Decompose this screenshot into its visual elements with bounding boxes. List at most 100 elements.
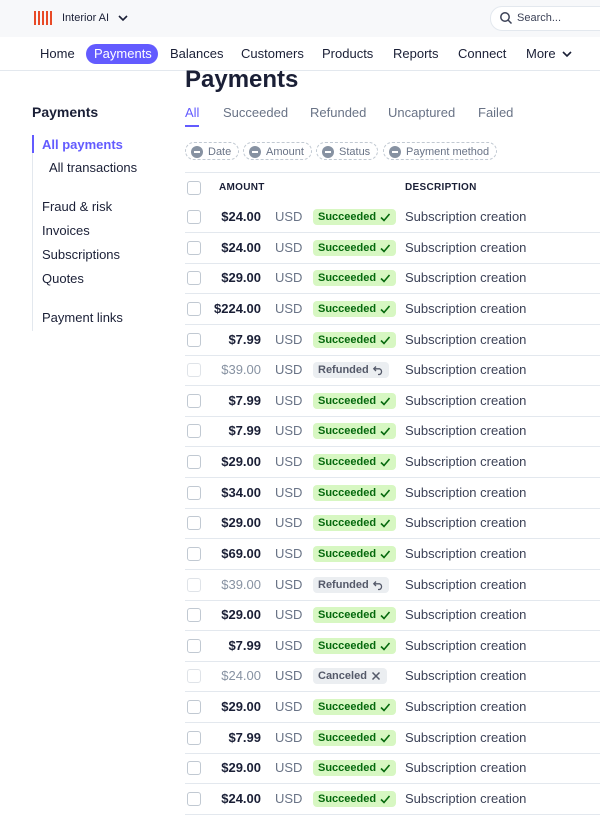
currency: USD: [275, 209, 303, 224]
row-line: [185, 538, 600, 539]
status-badge: Succeeded: [313, 607, 397, 623]
row-checkbox[interactable]: [187, 792, 201, 806]
tab[interactable]: All: [185, 105, 200, 120]
row-line: [185, 355, 600, 356]
status-badge: Canceled: [313, 668, 387, 684]
status-badge: Succeeded: [313, 240, 397, 256]
currency: USD: [275, 332, 303, 347]
sidebar-item[interactable]: All transactions: [49, 160, 138, 175]
row-checkbox[interactable]: [187, 516, 201, 530]
row-line: [185, 508, 600, 509]
row-checkbox[interactable]: [187, 700, 201, 714]
amount: $7.99: [228, 423, 261, 438]
status-badge: Succeeded: [313, 332, 397, 348]
row-checkbox[interactable]: [187, 639, 201, 653]
row-line: [185, 477, 600, 478]
status-badge: Succeeded: [313, 638, 397, 654]
row-checkbox[interactable]: [187, 394, 201, 408]
brand-name[interactable]: Interior AI: [62, 12, 110, 24]
status-icon: [380, 397, 391, 406]
row-checkbox[interactable]: [187, 333, 201, 347]
currency: USD: [275, 423, 303, 438]
amount: $69.00: [221, 546, 261, 561]
nav-item[interactable]: Payments: [94, 46, 152, 61]
description: Subscription creation: [405, 638, 527, 653]
nav-item[interactable]: Connect: [458, 46, 507, 61]
status-badge: Succeeded: [313, 393, 397, 409]
description: Subscription creation: [405, 423, 527, 438]
description: Subscription creation: [405, 546, 527, 561]
status-badge: Succeeded: [313, 760, 397, 776]
row-checkbox[interactable]: [187, 761, 201, 775]
nav-item[interactable]: Home: [40, 46, 75, 61]
amount: $7.99: [228, 332, 261, 347]
sidebar-item[interactable]: Subscriptions: [42, 247, 121, 262]
nav-active-pill: [86, 44, 158, 64]
amount: $29.00: [221, 454, 261, 469]
description: Subscription creation: [405, 760, 527, 775]
tab[interactable]: Failed: [478, 105, 514, 120]
status-icon: [380, 458, 391, 467]
filter-chip[interactable]: Status: [316, 142, 379, 160]
row-checkbox[interactable]: [187, 731, 201, 745]
nav-item[interactable]: Customers: [241, 46, 304, 61]
row-line: [185, 446, 600, 447]
nav-item[interactable]: Products: [322, 46, 374, 61]
currency: USD: [275, 791, 303, 806]
tab[interactable]: Uncaptured: [388, 105, 456, 120]
currency: USD: [275, 638, 303, 653]
sidebar-item[interactable]: Quotes: [42, 271, 84, 286]
amount: $7.99: [228, 730, 261, 745]
tab[interactable]: Succeeded: [223, 105, 289, 120]
row-line: [185, 232, 600, 233]
nav-item[interactable]: Reports: [393, 46, 439, 61]
description: Subscription creation: [405, 270, 527, 285]
row-checkbox[interactable]: [187, 210, 201, 224]
tab[interactable]: Refunded: [310, 105, 367, 120]
status-badge: Succeeded: [313, 515, 397, 531]
row-line: [185, 324, 600, 325]
row-checkbox[interactable]: [187, 424, 201, 438]
status-badge: Succeeded: [313, 270, 397, 286]
status-icon: [380, 519, 391, 528]
row-checkbox[interactable]: [187, 608, 201, 622]
currency: USD: [275, 240, 303, 255]
filter-chip[interactable]: Payment method: [383, 142, 498, 160]
status-badge: Succeeded: [313, 485, 397, 501]
row-checkbox[interactable]: [187, 363, 201, 377]
description: Subscription creation: [405, 607, 527, 622]
row-checkbox[interactable]: [187, 302, 201, 316]
status-icon: [380, 244, 391, 253]
status-icon: [380, 489, 391, 498]
row-line: [185, 263, 600, 264]
status-badge: Succeeded: [313, 730, 397, 746]
status-badge: Succeeded: [313, 699, 397, 715]
status-icon: [380, 642, 391, 651]
row-checkbox[interactable]: [187, 486, 201, 500]
filter-chip[interactable]: Amount: [243, 142, 312, 160]
select-all-checkbox[interactable]: [187, 181, 201, 195]
sidebar-item[interactable]: Payment links: [42, 310, 123, 325]
sidebar-item[interactable]: Fraud & risk: [42, 199, 113, 214]
nav-item[interactable]: Balances: [170, 46, 224, 61]
row-checkbox[interactable]: [187, 241, 201, 255]
currency: USD: [275, 577, 303, 592]
row-checkbox[interactable]: [187, 271, 201, 285]
row-checkbox[interactable]: [187, 547, 201, 561]
status-icon: [371, 671, 380, 681]
row-checkbox[interactable]: [187, 455, 201, 469]
row-checkbox[interactable]: [187, 578, 201, 592]
description: Subscription creation: [405, 577, 527, 592]
search-placeholder[interactable]: Search...: [517, 12, 562, 24]
row-line: [185, 814, 600, 815]
nav-item[interactable]: More: [526, 46, 556, 61]
brand-chevron[interactable]: [117, 13, 129, 23]
row-line: [185, 722, 600, 723]
sidebar-item[interactable]: Invoices: [42, 223, 90, 238]
filter-chip[interactable]: Date: [185, 142, 240, 160]
description: Subscription creation: [405, 301, 527, 316]
currency: USD: [275, 730, 303, 745]
row-checkbox[interactable]: [187, 669, 201, 683]
sidebar-item[interactable]: All payments: [42, 137, 123, 152]
